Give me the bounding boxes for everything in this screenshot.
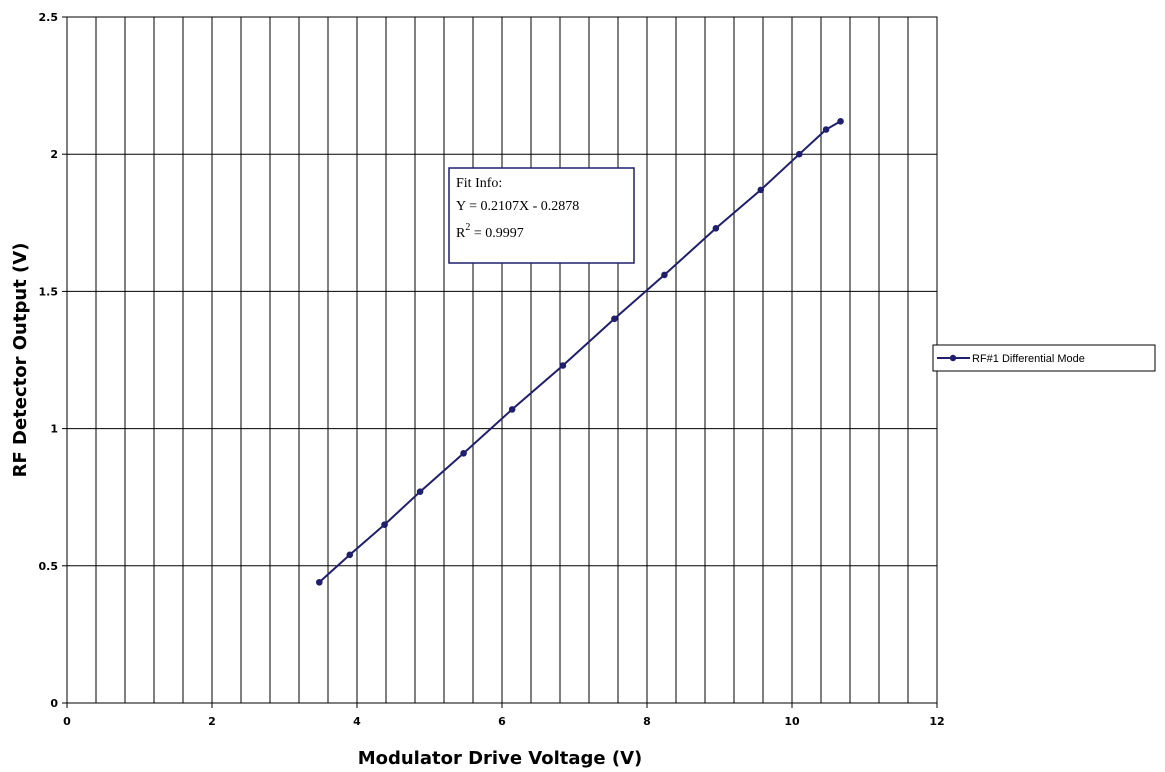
y-tick-label: 2 — [50, 148, 58, 161]
x-tick-label: 12 — [929, 715, 944, 728]
y-tick-label: 1 — [50, 423, 58, 436]
legend-marker-swatch — [949, 354, 957, 362]
x-tick-label: 6 — [498, 715, 506, 728]
data-point — [822, 126, 830, 133]
x-tick-label: 0 — [63, 715, 71, 728]
data-point — [661, 271, 668, 279]
y-tick-label: 1.5 — [39, 285, 59, 298]
fit-info-box: Fit Info: Y = 0.2107X - 0.2878 R2 = 0.99… — [448, 167, 635, 264]
data-point — [837, 117, 844, 125]
data-point — [508, 406, 516, 413]
data-point — [346, 551, 354, 559]
grid-lines — [67, 16, 937, 704]
fit-info-border — [448, 167, 635, 264]
series-layer — [316, 117, 844, 586]
y-tick-labels: 0 0.5 1 1.5 2 2.5 — [39, 11, 67, 710]
y-axis-title: RF Detector Output (V) — [10, 243, 31, 478]
data-point — [316, 578, 323, 586]
data-point — [611, 315, 618, 323]
x-tick-label: 8 — [643, 715, 651, 728]
y-tick-label: 2.5 — [39, 11, 59, 24]
x-tick-labels: 0 2 4 6 8 10 12 — [63, 703, 945, 728]
y-tick-label: 0.5 — [39, 560, 59, 573]
legend: RF#1 Differential Mode — [932, 344, 1156, 372]
fit-info-title: Fit Info: — [456, 176, 502, 191]
x-tick-label: 2 — [208, 715, 216, 728]
fit-info-r-squared: R2 = 0.9997 — [456, 222, 524, 241]
data-point — [381, 521, 388, 528]
data-point — [559, 362, 567, 369]
x-tick-label: 4 — [353, 715, 361, 728]
legend-label: RF#1 Differential Mode — [972, 353, 1085, 365]
series-line — [318, 120, 842, 584]
data-point — [460, 449, 467, 457]
data-point — [416, 488, 424, 496]
x-tick-label: 10 — [784, 715, 800, 728]
data-point — [712, 224, 720, 232]
y-tick-label: 0 — [50, 697, 58, 710]
data-point — [795, 150, 803, 158]
data-point — [757, 186, 765, 194]
fit-info-equation: Y = 0.2107X - 0.2878 — [456, 199, 579, 214]
x-axis-title: Modulator Drive Voltage (V) — [358, 748, 643, 769]
